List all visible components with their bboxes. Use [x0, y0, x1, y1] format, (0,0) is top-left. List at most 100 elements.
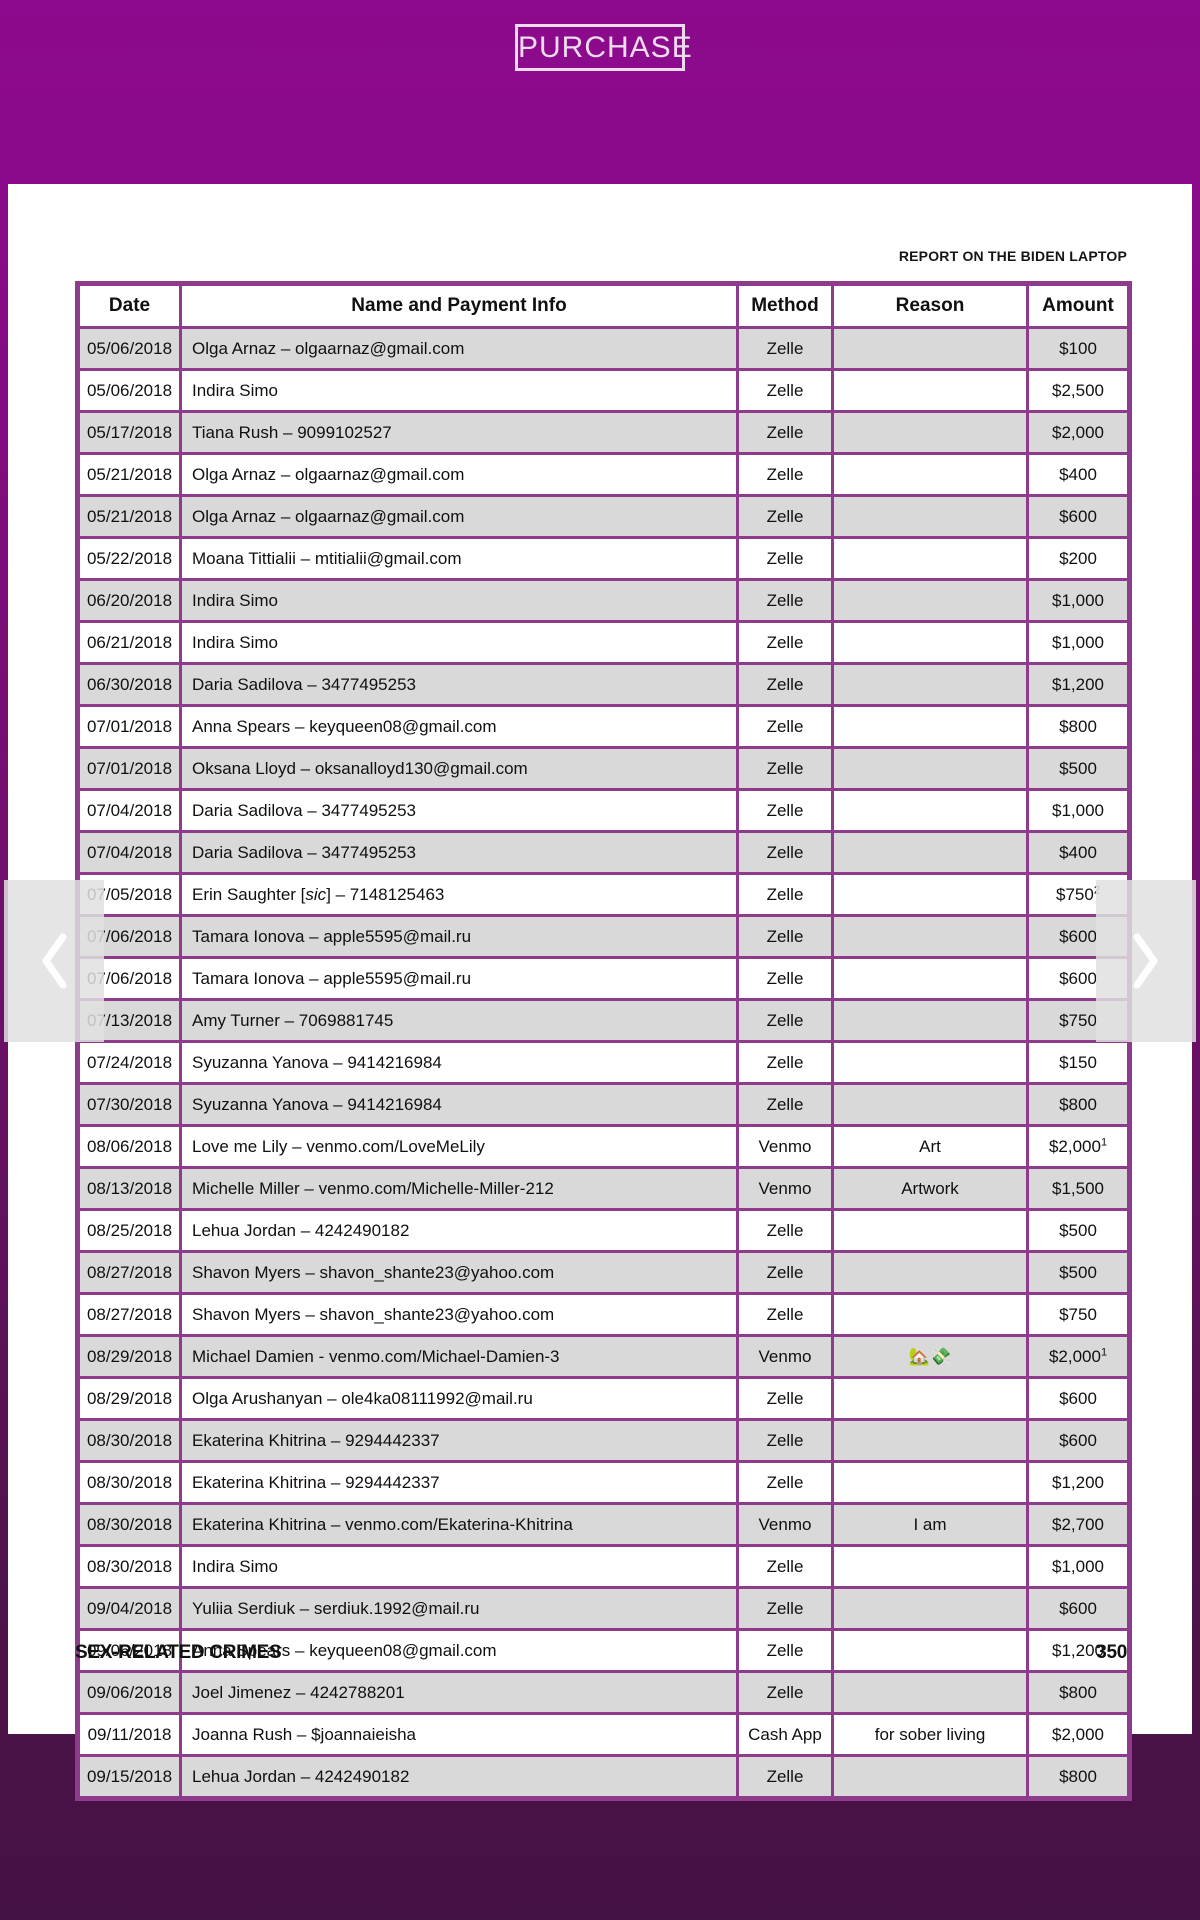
table-row: 08/29/2018 Michael Damien - venmo.com/Mic… — [76, 1334, 1131, 1379]
cell-reason — [831, 1418, 1029, 1463]
cell-name: Oksana Lloyd – oksanalloyd130@gmail.com — [179, 746, 739, 791]
cell-method: Zelle — [736, 998, 834, 1043]
table-row: 09/06/2018 Anna Spears – keyqueen08@gmail… — [76, 1628, 1131, 1673]
cell-date: 07/04/2018 — [76, 788, 182, 833]
cell-name: Erin Saughter [sic] – 7148125463 — [179, 872, 739, 917]
cell-method: Zelle — [736, 1544, 834, 1589]
cell-amount: $600 — [1026, 1586, 1131, 1631]
cell-reason — [831, 1586, 1029, 1631]
chapter-title: SEX-RELATED CRIMES — [75, 1642, 282, 1663]
cell-name: Michelle Miller – venmo.com/Michelle-Mil… — [179, 1166, 739, 1211]
cell-amount: $800 — [1026, 704, 1131, 749]
cell-method: Zelle — [736, 1040, 834, 1085]
cell-reason: for sober living — [831, 1712, 1029, 1757]
cell-method: Zelle — [736, 956, 834, 1001]
cell-date: 07/01/2018 — [76, 704, 182, 749]
cell-name: Anna Spears – keyqueen08@gmail.com — [179, 704, 739, 749]
cell-amount: $500 — [1026, 746, 1131, 791]
cell-amount: $2,000 — [1026, 410, 1131, 455]
cell-date: 09/04/2018 — [76, 1586, 182, 1631]
cell-name: Syuzanna Yanova – 9414216984 — [179, 1040, 739, 1085]
column-header: Date — [76, 282, 182, 329]
cell-method: Venmo — [736, 1502, 834, 1547]
cell-date: 06/30/2018 — [76, 662, 182, 707]
cell-method: Zelle — [736, 914, 834, 959]
cell-amount: $1,200 — [1026, 1460, 1131, 1505]
table-row: 08/06/2018 Love me Lily – venmo.com/LoveM… — [76, 1124, 1131, 1169]
cell-reason — [831, 494, 1029, 539]
cell-name: Olga Arnaz – olgaarnaz@gmail.com — [179, 494, 739, 539]
cell-reason — [831, 830, 1029, 875]
cell-method: Zelle — [736, 494, 834, 539]
prev-page-button[interactable] — [4, 880, 104, 1042]
cell-name: Anna Spears – keyqueen08@gmail.com — [179, 1628, 739, 1673]
table-row: 07/01/2018 Oksana Lloyd – oksanalloyd130@… — [76, 746, 1131, 791]
column-header: Name and Payment Info — [179, 282, 739, 329]
cell-method: Venmo — [736, 1334, 834, 1379]
cell-method: Zelle — [736, 1292, 834, 1337]
cell-amount: $1,200 — [1026, 662, 1131, 707]
chevron-left-icon — [41, 932, 67, 990]
cell-amount: $2,500 — [1026, 368, 1131, 413]
cell-amount: $500 — [1026, 1250, 1131, 1295]
purchase-button[interactable]: PURCHASE — [515, 24, 692, 71]
cell-amount: $600 — [1026, 1418, 1131, 1463]
cell-reason — [831, 1460, 1029, 1505]
cell-date: 08/27/2018 — [76, 1292, 182, 1337]
cell-reason — [831, 746, 1029, 791]
cell-method: Zelle — [736, 1418, 834, 1463]
cell-date: 09/06/2018 — [76, 1670, 182, 1715]
cell-reason — [831, 1082, 1029, 1127]
table-body: 05/06/2018 Olga Arnaz – olgaarnaz@gmail.c… — [76, 326, 1131, 1800]
cell-date: 08/30/2018 — [76, 1460, 182, 1505]
cell-amount: $750 — [1026, 1292, 1131, 1337]
cell-method: Zelle — [736, 830, 834, 875]
cell-date: 08/27/2018 — [76, 1250, 182, 1295]
cell-amount: $150 — [1026, 1040, 1131, 1085]
page-footer: SEX-RELATED CRIMES 350 — [75, 1642, 1127, 1664]
table-row: 09/15/2018 Lehua Jordan – 4242490182 Zelle… — [76, 1754, 1131, 1800]
cell-date: 05/22/2018 — [76, 536, 182, 581]
cell-name: Tiana Rush – 9099102527 — [179, 410, 739, 455]
cell-name: Olga Arnaz – olgaarnaz@gmail.com — [179, 452, 739, 497]
table-row: 06/21/2018 Indira Simo Zelle $1,000 — [76, 620, 1131, 665]
cell-amount: $2,0001 — [1026, 1124, 1131, 1169]
chevron-right-icon — [1133, 932, 1159, 990]
cell-name: Shavon Myers – shavon_shante23@yahoo.com — [179, 1250, 739, 1295]
cell-method: Zelle — [736, 536, 834, 581]
table-row: 05/21/2018 Olga Arnaz – olgaarnaz@gmail.c… — [76, 452, 1131, 497]
cell-amount: $1,000 — [1026, 578, 1131, 623]
cell-reason — [831, 578, 1029, 623]
cell-name: Ekaterina Khitrina – 9294442337 — [179, 1460, 739, 1505]
payments-table: Date Name and Payment Info Method Reason Amo… — [75, 281, 1132, 1801]
cell-reason — [831, 1292, 1029, 1337]
table-row: 07/06/2018 Tamara Ionova – apple5595@mail… — [76, 914, 1131, 959]
table-row: 07/06/2018 Tamara Ionova – apple5595@mail… — [76, 956, 1131, 1001]
cell-date: 09/11/2018 — [76, 1712, 182, 1757]
cell-reason — [831, 914, 1029, 959]
cell-name: Ekaterina Khitrina – venmo.com/Ekaterina… — [179, 1502, 739, 1547]
table-row: 05/06/2018 Indira Simo Zelle $2,500 — [76, 368, 1131, 413]
cell-amount: $1,200 — [1026, 1628, 1131, 1673]
cell-reason — [831, 956, 1029, 1001]
cell-date: 08/30/2018 — [76, 1418, 182, 1463]
cell-amount: $2,000 — [1026, 1712, 1131, 1757]
cell-name: Tamara Ionova – apple5595@mail.ru — [179, 956, 739, 1001]
cell-amount: $1,500 — [1026, 1166, 1131, 1211]
cell-name: Indira Simo — [179, 368, 739, 413]
table-row: 08/25/2018 Lehua Jordan – 4242490182 Zelle… — [76, 1208, 1131, 1253]
cell-name: Yuliia Serdiuk – serdiuk.1992@mail.ru — [179, 1586, 739, 1631]
table-row: 06/20/2018 Indira Simo Zelle $1,000 — [76, 578, 1131, 623]
table-row: 07/30/2018 Syuzanna Yanova – 9414216984 Ze… — [76, 1082, 1131, 1127]
cell-amount: $600 — [1026, 494, 1131, 539]
cell-date: 08/30/2018 — [76, 1544, 182, 1589]
cell-reason: Artwork — [831, 1166, 1029, 1211]
cell-method: Zelle — [736, 1250, 834, 1295]
cell-reason — [831, 788, 1029, 833]
next-page-button[interactable] — [1096, 880, 1196, 1042]
table-row: 05/17/2018 Tiana Rush – 9099102527 Zelle $2… — [76, 410, 1131, 455]
cell-name: Ekaterina Khitrina – 9294442337 — [179, 1418, 739, 1463]
cell-reason — [831, 536, 1029, 581]
cell-name: Shavon Myers – shavon_shante23@yahoo.com — [179, 1292, 739, 1337]
cell-method: Zelle — [736, 872, 834, 917]
